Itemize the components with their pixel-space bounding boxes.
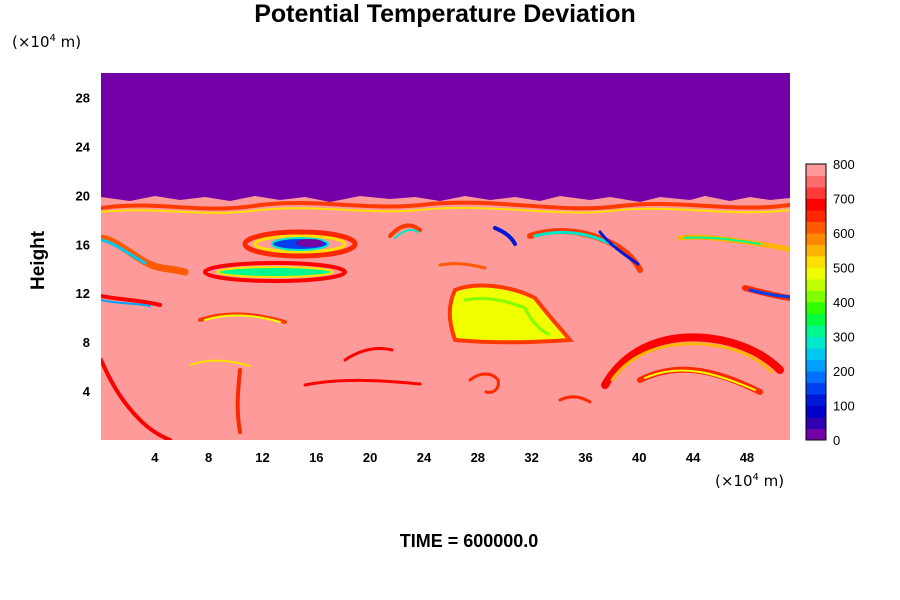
colorbar	[805, 163, 827, 441]
filament	[343, 346, 394, 362]
x-tick-label: 32	[524, 450, 538, 465]
eddy-right	[493, 226, 517, 246]
filament	[189, 359, 251, 367]
y-tick-label: 16	[76, 237, 90, 252]
filament	[388, 223, 422, 238]
filament	[468, 372, 500, 394]
y-tick-label: 28	[76, 90, 90, 105]
lens-structure	[242, 229, 358, 259]
y-axis-unit: (×104 m)	[12, 33, 82, 51]
x-tick-label: 36	[578, 450, 592, 465]
heatmap-plot	[101, 73, 790, 440]
colorbar-segment	[806, 164, 826, 176]
time-label: TIME = 600000.0	[399, 531, 539, 551]
colorbar-tick-label: 800	[833, 157, 855, 172]
colorbar-segment	[806, 359, 826, 372]
x-tick-label: 20	[363, 450, 377, 465]
eddy-left	[101, 294, 162, 307]
x-tick-label: 48	[740, 450, 754, 465]
lens-structure	[203, 261, 347, 283]
x-tick-label: 24	[417, 450, 432, 465]
x-tick-label: 12	[255, 450, 269, 465]
eddy-right	[598, 230, 640, 266]
colorbar-segment	[806, 256, 826, 268]
colorbar-tick-label: 500	[833, 261, 855, 276]
eddy-left	[101, 299, 151, 307]
colorbar-segment	[806, 233, 826, 245]
y-tick-label: 8	[83, 335, 90, 350]
tropopause-band	[101, 200, 790, 211]
colorbar-segment	[806, 267, 826, 280]
x-axis-unit: (×104 m)	[715, 472, 785, 490]
colorbar-tick-label: 300	[833, 330, 855, 345]
filament	[394, 229, 419, 239]
colorbar-segment	[806, 210, 826, 222]
tropopause-band	[101, 206, 790, 214]
x-tick-label: 16	[309, 450, 323, 465]
upper-layer	[101, 73, 790, 202]
colorbar-segment	[806, 302, 826, 314]
colorbar-segment	[806, 175, 826, 188]
y-tick-label: 24	[76, 139, 91, 154]
colorbar-segment	[806, 371, 826, 383]
x-axis: 4 8 12 16 20 24 28 32 36 40 44 48	[151, 450, 754, 465]
colorbar-segment	[806, 325, 826, 337]
eddy-structures	[101, 200, 790, 440]
colorbar-segment	[806, 417, 826, 429]
colorbar-segment	[806, 336, 826, 349]
yellow-patch	[463, 296, 550, 336]
x-tick-label: 4	[151, 450, 159, 465]
arc-feature	[644, 369, 756, 391]
y-tick-label: 20	[76, 188, 90, 203]
colorbar-segment	[806, 394, 826, 406]
arc-feature	[601, 333, 784, 389]
colorbar-segment	[806, 405, 826, 418]
colorbar-segment	[806, 348, 826, 360]
colorbar-segment	[806, 290, 826, 303]
colorbar-segment	[806, 313, 826, 326]
colorbar-frame	[805, 163, 827, 441]
x-tick-label: 28	[471, 450, 485, 465]
lens-structure	[253, 234, 347, 254]
eddy-right	[748, 288, 790, 299]
colorbar-segment	[806, 279, 826, 291]
filament	[438, 262, 487, 270]
x-tick-label: 44	[686, 450, 701, 465]
colorbar-segment	[806, 244, 826, 257]
filament	[303, 378, 422, 387]
filament	[558, 395, 592, 404]
colorbar-tick-label: 0	[833, 433, 840, 448]
arc-feature	[610, 342, 774, 382]
eddy-right	[684, 236, 761, 245]
filament	[204, 314, 281, 323]
colorbar-segment	[806, 428, 826, 441]
colorbar-tick-label: 200	[833, 364, 855, 379]
lens-core	[296, 239, 324, 247]
filament	[235, 368, 242, 434]
filament	[198, 312, 287, 324]
filament	[101, 358, 172, 440]
colorbar-segment	[806, 382, 826, 395]
chart-title: Potential Temperature Deviation	[254, 0, 636, 28]
x-tick-label: 8	[205, 450, 212, 465]
y-tick-label: 12	[76, 286, 90, 301]
colorbar-tick-label: 100	[833, 399, 855, 414]
x-tick-label: 40	[632, 450, 646, 465]
lens-structure	[216, 266, 334, 278]
colorbar-axis: 0 100 200 300 400 500 600 700 800	[833, 157, 855, 448]
colorbar-tick-label: 600	[833, 226, 855, 241]
colorbar-segment	[806, 198, 826, 211]
y-tick-label: 4	[83, 384, 91, 399]
colorbar-segment	[806, 221, 826, 234]
eddy-left	[101, 238, 147, 265]
colorbar-segment	[806, 187, 826, 199]
colorbar-tick-label: 400	[833, 295, 855, 310]
y-axis: 4 8 12 16 20 24 28	[76, 90, 91, 399]
colorbar-tick-label: 700	[833, 192, 855, 207]
